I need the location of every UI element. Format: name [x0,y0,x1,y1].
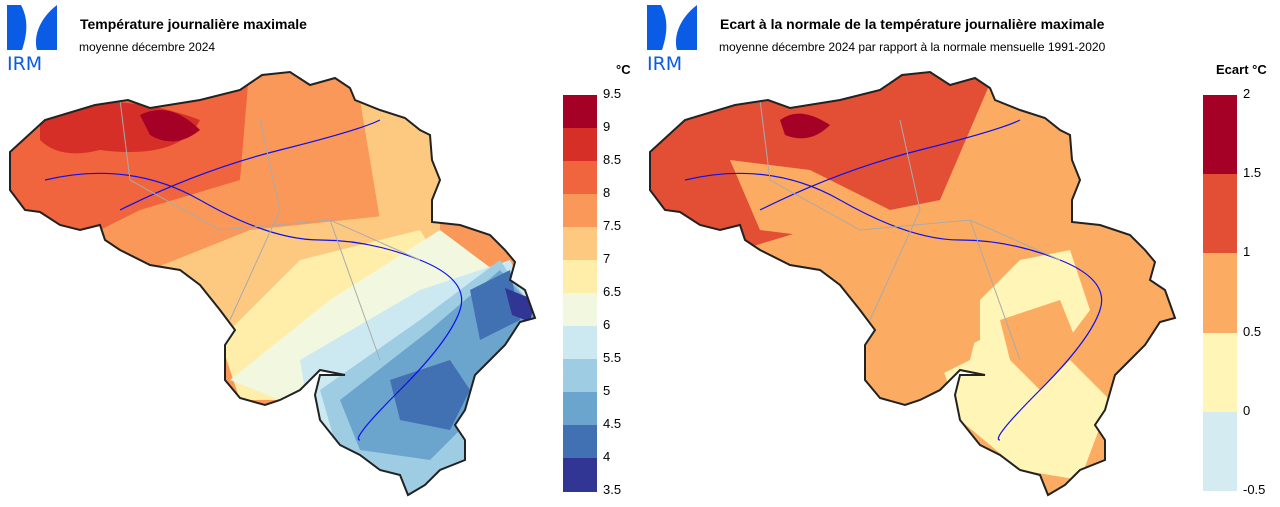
map-zone [780,113,830,139]
legend-tick-label: 0 [1243,402,1251,418]
anomaly-map [649,71,1176,496]
legend-swatch [563,359,597,393]
legend-swatch [563,128,597,162]
irm-logo: IRM [647,5,697,75]
irm-logo-icon [7,5,57,50]
province-borders [759,99,1061,361]
legend-unit: °C [616,62,631,77]
legend-tick-label: 5 [603,383,611,398]
legend-tick-label: 6.5 [603,284,622,299]
legend-swatch [563,161,597,195]
legend-unit: Ecart °C [1216,62,1267,77]
map-zone [505,288,535,322]
map-title: Ecart à la normale de la température jou… [720,16,1105,32]
legend-tick-label: 9.5 [603,86,622,101]
map-subtitle: moyenne décembre 2024 [79,40,216,54]
legend-swatch [1203,95,1237,175]
legend-tick-label: -0.5 [1243,482,1266,497]
legend-tick-label: 7.5 [603,218,622,233]
left-map-panel: IRM Température journalière maximale moy… [7,5,631,497]
map-zone [930,300,1080,390]
legend-swatch [563,425,597,459]
legend-tick-label: 8.5 [603,152,622,167]
legend-tick-label: 1.5 [1243,165,1262,181]
legend-tick-label: 8 [603,185,611,200]
legend-tick-label: 3.5 [603,482,622,497]
legend-swatch [1203,411,1237,492]
logo-text: IRM [647,53,683,75]
legend-tick-label: 9 [603,119,611,134]
legend-tick-label: 0.5 [1243,323,1262,339]
legend-tick-label: 2 [1243,86,1251,101]
irm-logo: IRM [7,5,57,75]
irm-logo-icon [647,5,697,50]
legend-swatch [1203,253,1237,334]
legend-tick-label: 4.5 [603,416,622,431]
province-borders [119,99,421,361]
legend-swatch [563,458,597,492]
map-subtitle: moyenne décembre 2024 par rapport à la n… [719,40,1106,54]
legend-tick-label: 5.5 [603,350,622,365]
legend-swatch [563,227,597,261]
legend-swatch [563,260,597,294]
legend-swatch [563,326,597,360]
legend-swatch [1203,332,1237,413]
legend-tick-label: 1 [1243,244,1251,260]
map-title: Température journalière maximale [80,16,307,32]
legend-swatch [563,392,597,426]
map-zone [390,270,520,430]
legend-swatch [563,293,597,327]
legend-tick-label: 4 [603,449,611,464]
river-lines [684,119,1103,441]
legend-swatch [563,95,597,129]
logo-text: IRM [7,53,43,75]
map-zone [140,110,200,142]
legend-swatch [1203,174,1237,254]
river-lines [44,119,463,441]
right-map-panel: IRM Ecart à la normale de la température… [640,0,1280,507]
legend-swatch [563,194,597,228]
legend-tick-label: 6 [603,317,611,332]
legend-tick-label: 7 [603,251,611,266]
temperature-map [9,71,536,496]
